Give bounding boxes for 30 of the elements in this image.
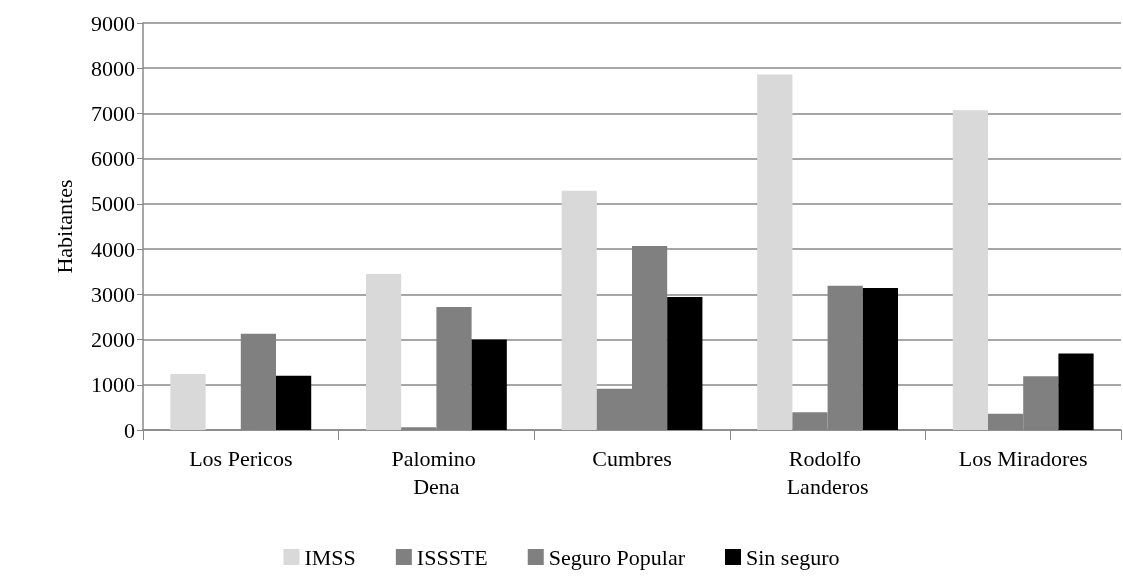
bar xyxy=(952,110,988,430)
legend-label: IMSS xyxy=(304,544,356,570)
y-tick-label: 8000 xyxy=(91,55,135,81)
y-tick-label: 2000 xyxy=(91,327,135,353)
bar xyxy=(1058,353,1094,430)
bar xyxy=(170,373,206,430)
y-tick-label: 7000 xyxy=(91,100,135,126)
y-tick-label: 9000 xyxy=(91,10,135,36)
x-tick-label: Los Pericos xyxy=(189,445,293,471)
y-tick-label: 0 xyxy=(124,417,135,443)
legend-label: Seguro Popular xyxy=(548,544,686,570)
y-tick-label: 5000 xyxy=(91,191,135,217)
x-tick-label: Los Miradores xyxy=(958,445,1088,471)
y-tick-label: 3000 xyxy=(91,281,135,307)
bar xyxy=(757,74,793,430)
y-tick-label: 4000 xyxy=(91,236,135,262)
legend-label: ISSSTE xyxy=(416,544,488,570)
bar xyxy=(276,375,312,430)
x-tick-label: Cumbres xyxy=(592,445,672,471)
legend-label: Sin seguro xyxy=(746,544,840,570)
x-tick-label: Palomino Dena xyxy=(391,445,482,499)
bar xyxy=(471,339,507,430)
bar xyxy=(561,190,597,430)
bar xyxy=(862,288,899,430)
bar xyxy=(365,273,402,430)
y-tick-label: 1000 xyxy=(91,372,135,398)
y-axis-title: Habitantes xyxy=(51,179,77,274)
x-tick-label: Rodolfo Landeros xyxy=(786,445,869,499)
y-tick-label: 6000 xyxy=(91,146,135,172)
bar xyxy=(667,297,703,430)
